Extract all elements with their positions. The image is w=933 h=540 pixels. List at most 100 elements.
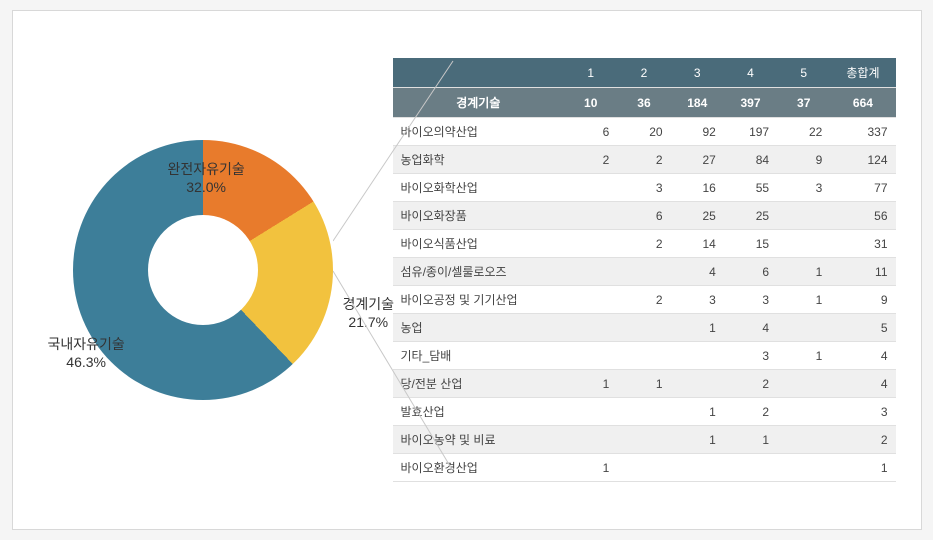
row-cell: 3 <box>671 286 724 314</box>
table-head: 1 2 3 4 5 총합계 경계기술 10 36 184 397 37 664 <box>393 58 896 118</box>
table-row: 발효산업123 <box>393 398 896 426</box>
row-cell: 1 <box>777 258 830 286</box>
data-table: 1 2 3 4 5 총합계 경계기술 10 36 184 397 37 664 <box>393 58 896 482</box>
row-cell: 124 <box>830 146 895 174</box>
row-cell <box>617 454 670 482</box>
row-cell: 27 <box>671 146 724 174</box>
row-cell: 2 <box>564 146 617 174</box>
row-cell: 11 <box>830 258 895 286</box>
row-cell <box>671 370 724 398</box>
row-cell: 1 <box>564 454 617 482</box>
row-label: 바이오환경산업 <box>393 454 565 482</box>
row-cell: 84 <box>724 146 777 174</box>
row-cell <box>617 426 670 454</box>
row-cell: 6 <box>617 202 670 230</box>
summary-v3: 184 <box>671 88 724 118</box>
row-label: 섬유/종이/셀룰로오즈 <box>393 258 565 286</box>
row-cell: 5 <box>830 314 895 342</box>
table-summary-row: 경계기술 10 36 184 397 37 664 <box>393 88 896 118</box>
row-cell: 20 <box>617 118 670 146</box>
row-label: 바이오공정 및 기기산업 <box>393 286 565 314</box>
row-cell <box>564 398 617 426</box>
row-cell <box>564 202 617 230</box>
slice-name-2: 국내자유기술 <box>48 336 125 352</box>
table-row: 바이오화학산업31655377 <box>393 174 896 202</box>
row-cell: 4 <box>830 342 895 370</box>
row-cell: 14 <box>671 230 724 258</box>
row-cell: 1 <box>777 342 830 370</box>
row-cell <box>777 398 830 426</box>
row-cell <box>777 230 830 258</box>
row-cell <box>777 426 830 454</box>
slice-pct-2: 46.3% <box>48 353 125 371</box>
row-cell: 22 <box>777 118 830 146</box>
row-cell: 2 <box>617 286 670 314</box>
row-label: 바이오식품산업 <box>393 230 565 258</box>
row-cell: 55 <box>724 174 777 202</box>
row-cell <box>671 342 724 370</box>
dashboard-card: 완전자유기술 32.0% 경계기술 21.7% 국내자유기술 46.3% 1 <box>12 10 922 530</box>
summary-v5: 37 <box>777 88 830 118</box>
row-label: 바이오의약산업 <box>393 118 565 146</box>
row-cell: 3 <box>777 174 830 202</box>
table-row: 농업화학2227849124 <box>393 146 896 174</box>
row-cell <box>564 314 617 342</box>
row-label: 농업화학 <box>393 146 565 174</box>
row-cell: 337 <box>830 118 895 146</box>
col-1: 1 <box>564 58 617 88</box>
row-cell: 2 <box>724 398 777 426</box>
row-cell <box>617 258 670 286</box>
summary-total: 664 <box>830 88 895 118</box>
row-cell: 4 <box>724 314 777 342</box>
donut-chart: 완전자유기술 32.0% 경계기술 21.7% 국내자유기술 46.3% <box>73 140 333 400</box>
row-cell <box>777 202 830 230</box>
row-cell <box>564 230 617 258</box>
row-cell <box>564 174 617 202</box>
table-body: 바이오의약산업6209219722337농업화학2227849124바이오화학산… <box>393 118 896 482</box>
row-cell: 3 <box>724 286 777 314</box>
row-cell: 31 <box>830 230 895 258</box>
summary-v2: 36 <box>617 88 670 118</box>
row-cell: 15 <box>724 230 777 258</box>
table-row: 바이오농약 및 비료112 <box>393 426 896 454</box>
row-label: 농업 <box>393 314 565 342</box>
row-cell: 6 <box>724 258 777 286</box>
row-cell: 92 <box>671 118 724 146</box>
row-cell: 2 <box>830 426 895 454</box>
row-label: 바이오화학산업 <box>393 174 565 202</box>
row-label: 기타_담배 <box>393 342 565 370</box>
row-cell: 3 <box>617 174 670 202</box>
summary-v4: 397 <box>724 88 777 118</box>
row-cell: 77 <box>830 174 895 202</box>
row-cell: 2 <box>617 146 670 174</box>
row-cell <box>564 258 617 286</box>
slice-name-1: 경계기술 <box>343 296 395 312</box>
table-row: 바이오환경산업11 <box>393 454 896 482</box>
row-cell <box>724 454 777 482</box>
slice-label-1: 경계기술 21.7% <box>343 295 395 331</box>
row-cell: 3 <box>724 342 777 370</box>
row-cell <box>617 342 670 370</box>
row-cell: 1 <box>724 426 777 454</box>
donut-hole <box>148 215 258 325</box>
row-cell <box>671 454 724 482</box>
row-cell: 2 <box>724 370 777 398</box>
table-row: 기타_담배 314 <box>393 342 896 370</box>
table-row: 바이오식품산업2141531 <box>393 230 896 258</box>
row-cell: 56 <box>830 202 895 230</box>
row-cell: 1 <box>617 370 670 398</box>
row-cell: 1 <box>830 454 895 482</box>
row-label: 바이오화장품 <box>393 202 565 230</box>
row-cell <box>564 342 617 370</box>
row-label: 당/전분 산업 <box>393 370 565 398</box>
slice-label-2: 국내자유기술 46.3% <box>48 335 125 371</box>
col-4: 4 <box>724 58 777 88</box>
row-cell <box>564 286 617 314</box>
slice-name-0: 완전자유기술 <box>168 161 245 177</box>
row-cell: 1 <box>564 370 617 398</box>
col-5: 5 <box>777 58 830 88</box>
row-cell: 197 <box>724 118 777 146</box>
row-cell: 1 <box>671 314 724 342</box>
table-area: 1 2 3 4 5 총합계 경계기술 10 36 184 397 37 664 <box>393 11 921 529</box>
row-cell <box>777 454 830 482</box>
